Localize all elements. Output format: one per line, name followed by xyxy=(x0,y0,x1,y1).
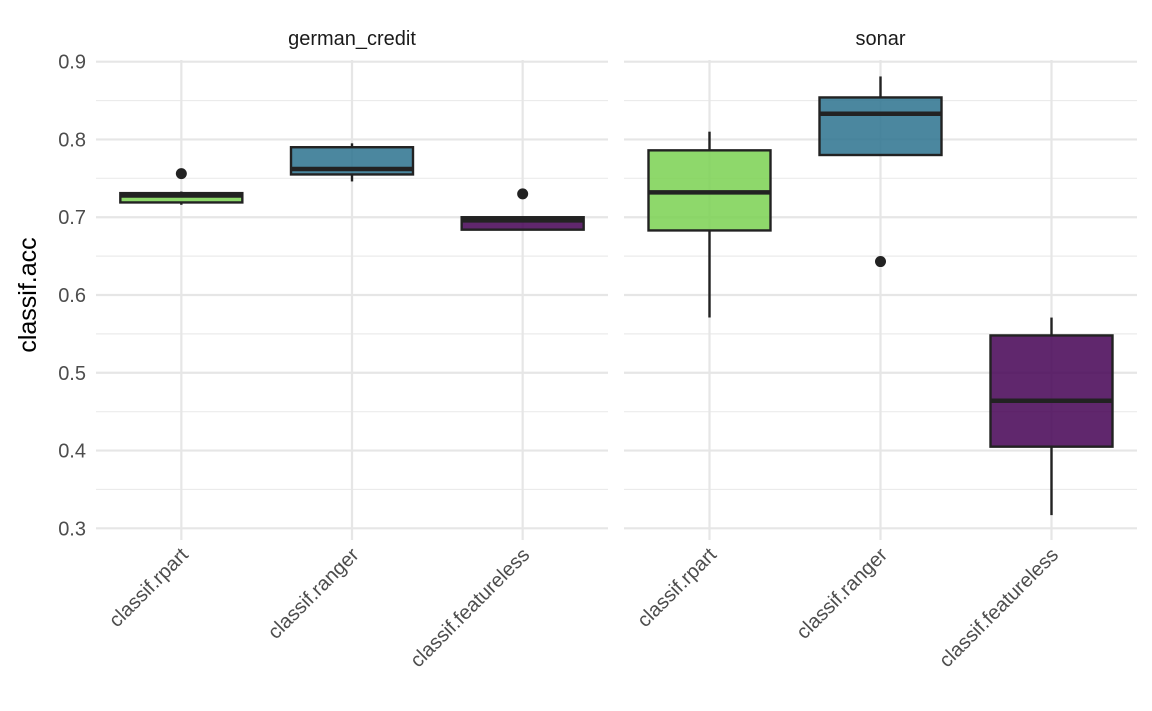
y-tick-label: 0.4 xyxy=(58,441,86,463)
box xyxy=(119,191,244,204)
box xyxy=(818,96,943,157)
box xyxy=(989,334,1114,448)
outlier-point xyxy=(175,168,187,180)
x-tick-label: classif.ranger xyxy=(264,544,364,644)
y-tick-label: 0.7 xyxy=(58,207,86,229)
panel-title: sonar xyxy=(855,28,905,50)
y-tick-label: 0.9 xyxy=(58,52,86,74)
x-tick-label: classif.rpart xyxy=(105,544,193,632)
x-tick-label: classif.ranger xyxy=(792,544,892,644)
y-tick-label: 0.3 xyxy=(58,518,86,540)
y-tick-label: 0.5 xyxy=(58,363,86,385)
outlier-point xyxy=(875,256,886,268)
y-axis-title: classif.acc xyxy=(14,237,42,352)
x-tick-label: classif.featureless xyxy=(935,544,1063,672)
x-tick-label: classif.rpart xyxy=(633,544,721,632)
y-tick-label: 0.6 xyxy=(58,285,86,307)
x-tick-label: classif.featureless xyxy=(406,544,534,672)
y-tick-label: 0.8 xyxy=(58,129,86,151)
outlier-point xyxy=(517,188,529,200)
panel-title: german_credit xyxy=(288,28,416,50)
